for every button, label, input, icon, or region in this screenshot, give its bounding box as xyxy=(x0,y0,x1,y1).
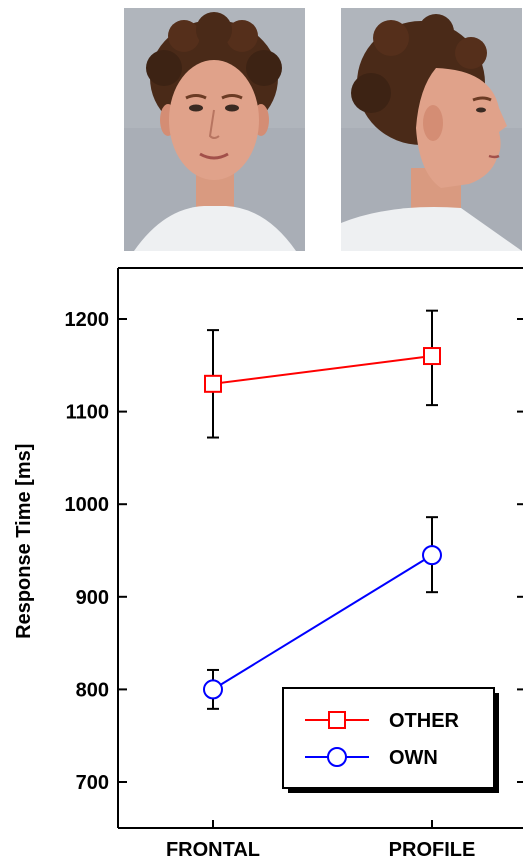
y-tick-label: 1200 xyxy=(65,309,110,331)
y-tick-label: 900 xyxy=(76,587,109,609)
frontal-face-photo xyxy=(124,8,305,251)
legend-box xyxy=(282,687,495,789)
data-point-own xyxy=(422,545,442,566)
x-category-label: FRONTAL xyxy=(166,839,260,861)
y-tick-label: 700 xyxy=(76,772,109,794)
legend-marker-other xyxy=(328,711,346,729)
y-tick-label: 800 xyxy=(76,679,109,701)
legend-label-other: OTHER xyxy=(389,710,460,732)
series-line-other xyxy=(212,355,433,385)
legend-marker-own xyxy=(327,747,347,767)
legend-label-own: OWN xyxy=(389,747,438,769)
series-line-own xyxy=(212,554,433,691)
y-axis-title: Response Time [ms] xyxy=(13,444,35,639)
x-category-label: PROFILE xyxy=(389,839,476,861)
profile-face-photo xyxy=(341,8,522,251)
data-point-other xyxy=(204,374,222,393)
y-tick-label: 1100 xyxy=(66,402,109,424)
y-tick-label: 1000 xyxy=(65,494,110,516)
data-point-own xyxy=(203,679,223,700)
data-point-other xyxy=(423,347,441,366)
